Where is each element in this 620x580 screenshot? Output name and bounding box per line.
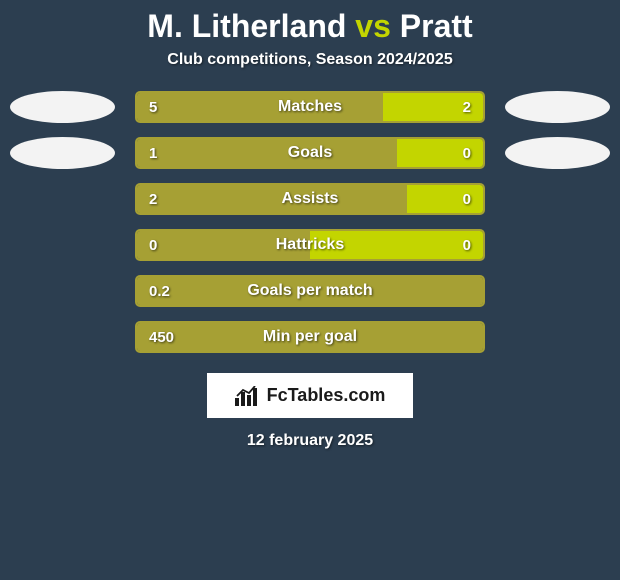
brand-icon — [235, 386, 261, 406]
date-label: 12 february 2025 — [247, 432, 373, 450]
player-left-badge — [10, 91, 115, 123]
player-right-name: Pratt — [400, 8, 473, 44]
bar-segment-left — [137, 323, 483, 351]
brand-box: FcTables.com — [207, 373, 414, 418]
vs-separator: vs — [346, 8, 399, 44]
stat-row: 00Hattricks — [10, 229, 610, 261]
bar-segment-left — [137, 93, 383, 121]
brand-text: FcTables.com — [267, 385, 386, 406]
bar-segment-right — [407, 185, 483, 213]
stat-row: 52Matches — [10, 91, 610, 123]
player-right-badge — [505, 137, 610, 169]
stat-row: 20Assists — [10, 183, 610, 215]
stat-row: 10Goals — [10, 137, 610, 169]
player-left-name: M. Litherland — [147, 8, 346, 44]
bar-segment-left — [137, 185, 407, 213]
stat-bar: 00Hattricks — [135, 229, 485, 261]
bar-segment-left — [137, 277, 483, 305]
bar-segment-left — [137, 231, 310, 259]
stat-row: 450Min per goal — [10, 321, 610, 353]
bar-segment-right — [310, 231, 483, 259]
player-left-badge — [10, 137, 115, 169]
player-right-badge — [505, 91, 610, 123]
page-title: M. Litherland vs Pratt — [147, 8, 472, 45]
stat-bar: 10Goals — [135, 137, 485, 169]
stat-bar: 0.2Goals per match — [135, 275, 485, 307]
infographic-container: M. Litherland vs Pratt Club competitions… — [0, 0, 620, 450]
bar-segment-left — [137, 139, 397, 167]
stat-bar: 20Assists — [135, 183, 485, 215]
bar-segment-right — [397, 139, 484, 167]
stat-bar: 52Matches — [135, 91, 485, 123]
subtitle: Club competitions, Season 2024/2025 — [167, 51, 452, 69]
stats-rows: 52Matches 10Goals 20Assists 00Hattricks 0.2G… — [10, 91, 610, 367]
stat-bar: 450Min per goal — [135, 321, 485, 353]
bar-segment-right — [383, 93, 483, 121]
stat-row: 0.2Goals per match — [10, 275, 610, 307]
